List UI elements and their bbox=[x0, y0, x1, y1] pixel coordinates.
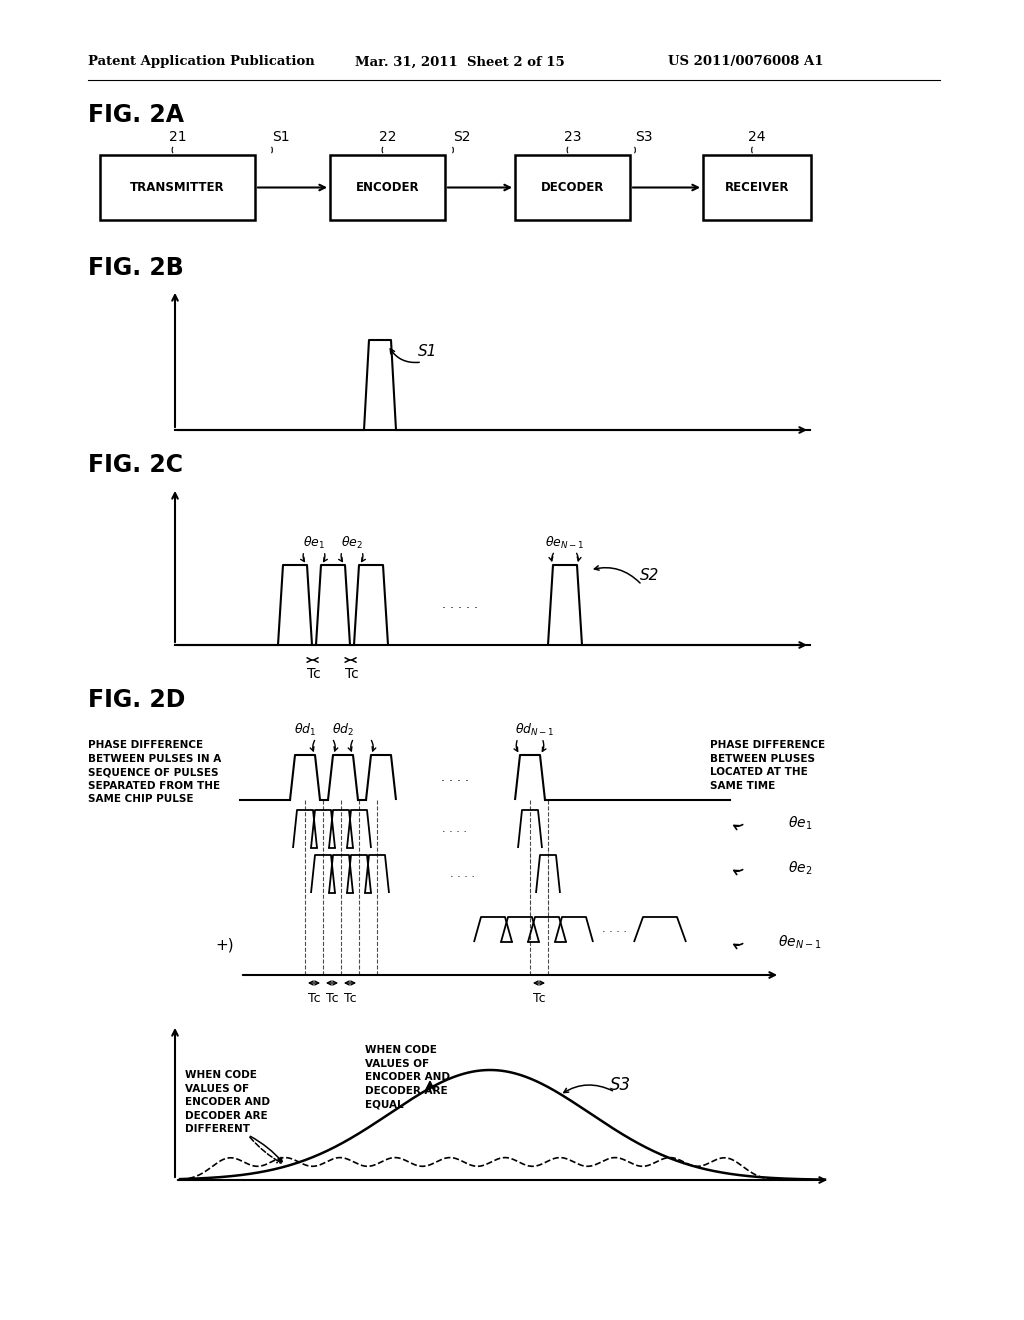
Bar bbox=[703, 154, 811, 220]
Text: . . . .: . . . . bbox=[442, 824, 468, 834]
Text: ENCODER: ENCODER bbox=[355, 181, 419, 194]
Text: S3: S3 bbox=[635, 129, 652, 144]
Bar bbox=[515, 154, 630, 220]
Text: S1: S1 bbox=[418, 345, 437, 359]
Text: $\mathit{\theta e_1}$: $\mathit{\theta e_1}$ bbox=[787, 814, 812, 832]
Bar bbox=[100, 154, 255, 220]
Text: WHEN CODE
VALUES OF
ENCODER AND
DECODER ARE
DIFFERENT: WHEN CODE VALUES OF ENCODER AND DECODER … bbox=[185, 1071, 270, 1134]
Text: Tc: Tc bbox=[307, 667, 321, 681]
Text: S3: S3 bbox=[610, 1076, 631, 1094]
Text: 23: 23 bbox=[564, 129, 582, 144]
Text: US 2011/0076008 A1: US 2011/0076008 A1 bbox=[668, 55, 823, 69]
Text: Tc: Tc bbox=[344, 993, 356, 1006]
Text: FIG. 2D: FIG. 2D bbox=[88, 688, 185, 711]
Text: Tc: Tc bbox=[326, 993, 338, 1006]
Text: PHASE DIFFERENCE
BETWEEN PULSES IN A
SEQUENCE OF PULSES
SEPARATED FROM THE
SAME : PHASE DIFFERENCE BETWEEN PULSES IN A SEQ… bbox=[88, 741, 221, 804]
Text: S2: S2 bbox=[640, 568, 659, 582]
Text: $\mathit{\theta d_{N-1}}$: $\mathit{\theta d_{N-1}}$ bbox=[515, 722, 555, 738]
Text: $\mathit{\theta e_2}$: $\mathit{\theta e_2}$ bbox=[787, 859, 812, 876]
Text: $\mathit{\theta e_{N-1}}$: $\mathit{\theta e_{N-1}}$ bbox=[778, 933, 821, 950]
Text: $\mathit{\theta e_{N-1}}$: $\mathit{\theta e_{N-1}}$ bbox=[546, 535, 585, 550]
Text: $\mathit{\theta e_1}$: $\mathit{\theta e_1}$ bbox=[303, 535, 325, 550]
Bar bbox=[330, 154, 445, 220]
Text: Patent Application Publication: Patent Application Publication bbox=[88, 55, 314, 69]
Text: S1: S1 bbox=[272, 129, 290, 144]
Text: TRANSMITTER: TRANSMITTER bbox=[130, 181, 225, 194]
Text: . . . .: . . . . bbox=[602, 924, 628, 935]
Text: FIG. 2A: FIG. 2A bbox=[88, 103, 184, 127]
Text: $\mathit{\theta d_2}$: $\mathit{\theta d_2}$ bbox=[332, 722, 354, 738]
Text: 21: 21 bbox=[169, 129, 186, 144]
Text: 24: 24 bbox=[749, 129, 766, 144]
Text: RECEIVER: RECEIVER bbox=[725, 181, 790, 194]
Text: . . . .: . . . . bbox=[441, 771, 469, 784]
Text: PHASE DIFFERENCE
BETWEEN PLUSES
LOCATED AT THE
SAME TIME: PHASE DIFFERENCE BETWEEN PLUSES LOCATED … bbox=[710, 741, 825, 791]
Text: +): +) bbox=[215, 937, 233, 953]
FancyArrowPatch shape bbox=[426, 1082, 434, 1090]
Text: . . . .: . . . . bbox=[450, 869, 474, 879]
Text: $\mathit{\theta e_2}$: $\mathit{\theta e_2}$ bbox=[341, 535, 362, 550]
Text: DECODER: DECODER bbox=[541, 181, 604, 194]
Text: $\mathit{\theta d_1}$: $\mathit{\theta d_1}$ bbox=[294, 722, 316, 738]
Text: Tc: Tc bbox=[345, 667, 358, 681]
Text: FIG. 2B: FIG. 2B bbox=[88, 256, 183, 280]
Text: Mar. 31, 2011  Sheet 2 of 15: Mar. 31, 2011 Sheet 2 of 15 bbox=[355, 55, 565, 69]
Text: S2: S2 bbox=[453, 129, 470, 144]
Text: Tc: Tc bbox=[307, 993, 321, 1006]
Text: Tc: Tc bbox=[532, 993, 546, 1006]
Text: 22: 22 bbox=[379, 129, 396, 144]
Text: FIG. 2C: FIG. 2C bbox=[88, 453, 183, 477]
Text: WHEN CODE
VALUES OF
ENCODER AND
DECODER ARE
EQUAL: WHEN CODE VALUES OF ENCODER AND DECODER … bbox=[365, 1045, 450, 1109]
Text: . . . . .: . . . . . bbox=[442, 598, 478, 611]
